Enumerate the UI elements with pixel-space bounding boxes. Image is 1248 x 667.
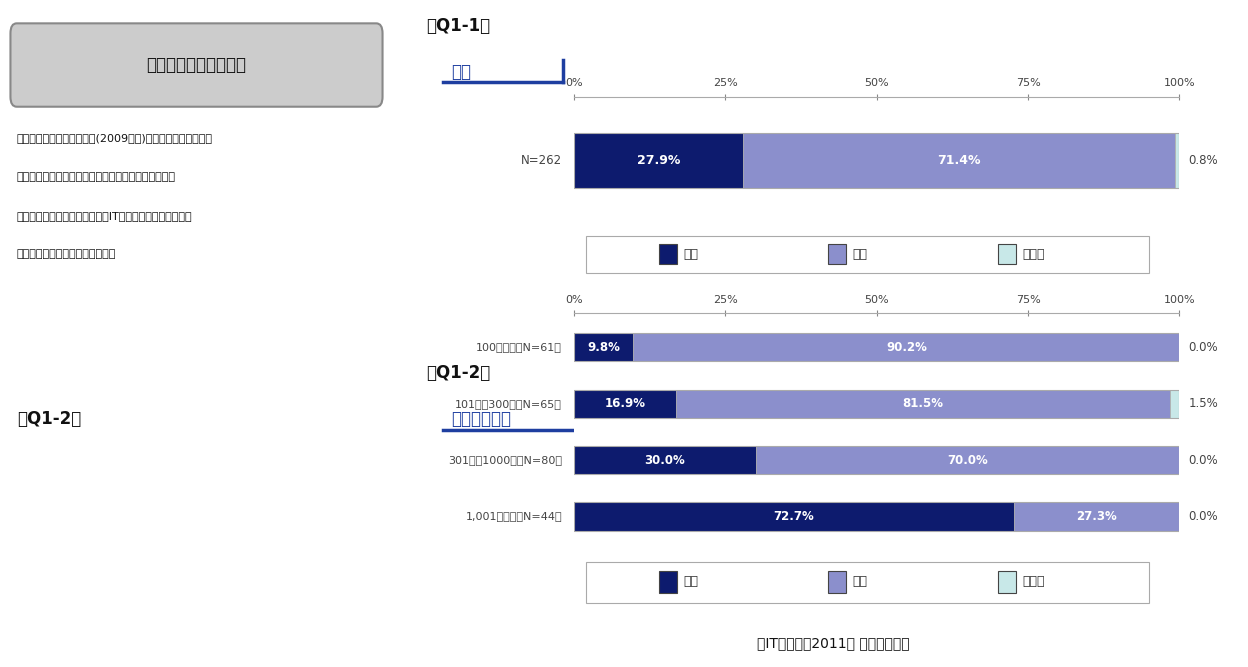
- Bar: [659, 571, 676, 593]
- Text: なし: なし: [852, 247, 867, 261]
- Text: なし: なし: [852, 576, 867, 588]
- Text: 従業員規模別: 従業員規模別: [452, 410, 512, 428]
- Text: 【Q1-2】: 【Q1-2】: [16, 410, 81, 428]
- Bar: [574, 502, 1015, 530]
- Bar: [1176, 133, 1179, 187]
- Text: 70.0%: 70.0%: [947, 454, 988, 467]
- Text: 無回答: 無回答: [1022, 247, 1045, 261]
- Text: あり: あり: [683, 247, 698, 261]
- Text: 1,001名以上（N=44）: 1,001名以上（N=44）: [466, 512, 562, 522]
- Bar: [634, 334, 1179, 362]
- Text: 全体: 全体: [452, 63, 472, 81]
- Text: 90.2%: 90.2%: [886, 341, 927, 354]
- Text: 100名以下（N=61）: 100名以下（N=61）: [475, 342, 562, 352]
- Text: 【Q1-1】: 【Q1-1】: [427, 17, 490, 35]
- Text: 16.9%: 16.9%: [605, 397, 645, 410]
- Text: 発注形態が海外子会社や海外IT企楮等、海外法人への直: 発注形態が海外子会社や海外IT企楮等、海外法人への直: [16, 211, 192, 221]
- Text: 30.0%: 30.0%: [644, 454, 685, 467]
- Text: 101名～300名（N=65）: 101名～300名（N=65）: [456, 399, 562, 409]
- Text: 0.0%: 0.0%: [1188, 454, 1218, 467]
- Text: N=262: N=262: [520, 153, 562, 167]
- Text: オフショア開発をした実施した実績がありますか。: オフショア開発をした実施した実績がありますか。: [16, 172, 176, 182]
- Bar: [587, 562, 1149, 603]
- Text: あり: あり: [683, 576, 698, 588]
- Text: 9.8%: 9.8%: [588, 341, 620, 354]
- Bar: [998, 571, 1016, 593]
- Text: 無回答: 無回答: [1022, 576, 1045, 588]
- Bar: [574, 502, 1179, 530]
- Bar: [587, 236, 1149, 273]
- Bar: [574, 446, 756, 474]
- Bar: [659, 244, 676, 264]
- Bar: [574, 334, 634, 362]
- Text: 81.5%: 81.5%: [902, 397, 943, 410]
- Text: 72.7%: 72.7%: [774, 510, 815, 523]
- Bar: [998, 244, 1016, 264]
- Bar: [676, 390, 1169, 418]
- Bar: [574, 390, 676, 418]
- Text: 接発注に関して回答ください。: 接発注に関して回答ください。: [16, 249, 116, 259]
- Text: 27.3%: 27.3%: [1076, 510, 1117, 523]
- Text: 0.0%: 0.0%: [1188, 341, 1218, 354]
- Text: 0.8%: 0.8%: [1188, 153, 1218, 167]
- Bar: [829, 244, 846, 264]
- FancyBboxPatch shape: [10, 23, 383, 107]
- Bar: [574, 390, 1179, 418]
- Text: 0.0%: 0.0%: [1188, 510, 1218, 523]
- Text: 海外法人への直接発注: 海外法人への直接発注: [146, 56, 247, 73]
- Bar: [1169, 390, 1179, 418]
- Bar: [574, 133, 1179, 187]
- Text: 【設問】御社では、昨年度(2009年度)の決算期間において、: 【設問】御社では、昨年度(2009年度)の決算期間において、: [16, 133, 212, 143]
- Bar: [756, 446, 1179, 474]
- Text: 71.4%: 71.4%: [937, 153, 981, 167]
- Text: 「IT人材白書2011」 データ編より: 「IT人材白書2011」 データ編より: [756, 636, 910, 650]
- Bar: [574, 334, 1179, 362]
- Text: 27.9%: 27.9%: [636, 153, 680, 167]
- Bar: [1015, 502, 1179, 530]
- Text: 【Q1-2】: 【Q1-2】: [427, 364, 490, 382]
- Bar: [574, 133, 743, 187]
- Bar: [829, 571, 846, 593]
- Bar: [743, 133, 1176, 187]
- Bar: [574, 446, 1179, 474]
- Text: 301名～1000名（N=80）: 301名～1000名（N=80）: [448, 455, 562, 465]
- Text: 1.5%: 1.5%: [1188, 397, 1218, 410]
